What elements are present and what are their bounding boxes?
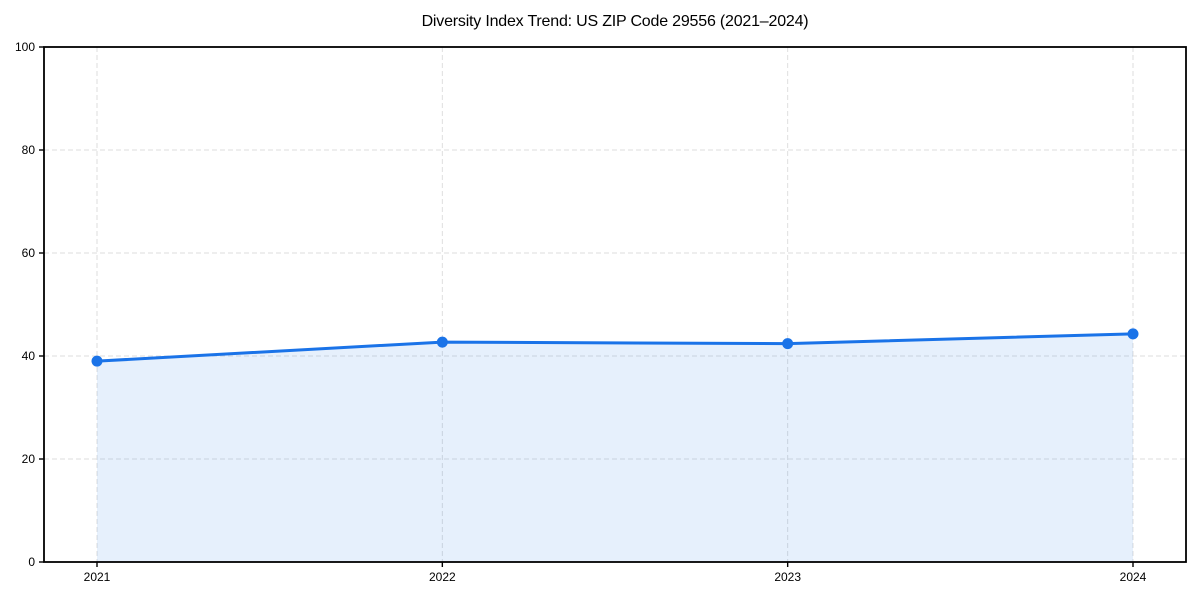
y-tick-label: 100 xyxy=(15,40,35,54)
x-tick-label: 2023 xyxy=(774,570,801,584)
trend-line xyxy=(95,332,1135,363)
x-tick-label: 2024 xyxy=(1120,570,1147,584)
y-tick-label: 60 xyxy=(22,246,36,260)
y-tick-label: 80 xyxy=(22,143,36,157)
area-fill xyxy=(97,333,1133,562)
y-tick-label: 40 xyxy=(22,349,36,363)
axes-spines xyxy=(43,46,1187,563)
data-point xyxy=(1127,328,1139,340)
y-tick-label: 20 xyxy=(22,452,36,466)
chart-title: Diversity Index Trend: US ZIP Code 29556… xyxy=(421,13,809,30)
data-point xyxy=(436,336,448,348)
y-tick-label: 0 xyxy=(28,555,35,569)
data-point xyxy=(91,355,103,367)
data-point xyxy=(782,338,794,350)
x-tick-label: 2021 xyxy=(84,570,111,584)
x-tick-label: 2022 xyxy=(429,570,456,584)
